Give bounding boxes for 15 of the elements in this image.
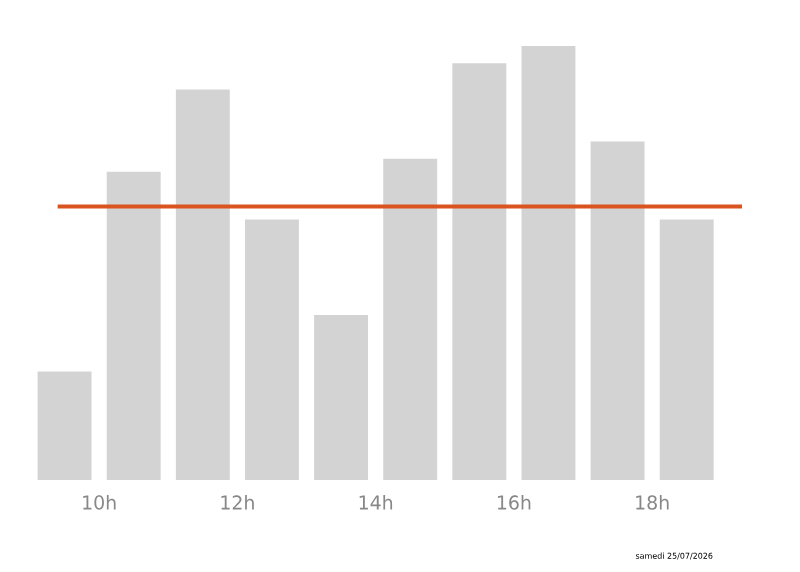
bar [383, 158, 438, 480]
x-tick-label: 18h [636, 495, 669, 510]
bar [452, 63, 507, 480]
bar [590, 141, 645, 480]
bar [314, 315, 369, 480]
x-tick-label: 12h [221, 495, 254, 510]
x-tick-label: 10h [83, 495, 116, 510]
x-tick-label: 16h [497, 495, 531, 510]
bar [659, 219, 714, 480]
bar [244, 219, 299, 480]
bar [106, 171, 161, 480]
x-tick-label: 14h [359, 495, 393, 510]
bar [175, 89, 230, 480]
bar [521, 45, 576, 480]
bar [37, 371, 92, 480]
